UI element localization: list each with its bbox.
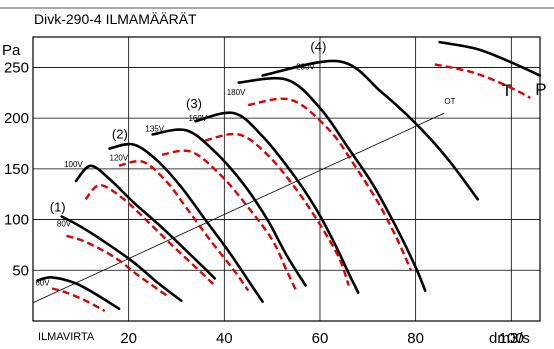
- series-100v-line: [74, 164, 217, 280]
- voltage-label: 100V: [64, 160, 83, 169]
- x-axis-name: ILMAVIRTA: [38, 331, 95, 343]
- series-t-180v-line: [247, 97, 412, 271]
- voltage-label: 80V: [57, 220, 72, 229]
- legend-label-t: T: [502, 81, 512, 100]
- region-number-label: (4): [310, 39, 326, 54]
- series-160v-line: [194, 111, 360, 294]
- region-number-label: (2): [112, 126, 128, 141]
- series-230v-line: [261, 59, 480, 201]
- series-ot-line: [32, 112, 445, 304]
- series-180v-line: [237, 76, 427, 292]
- region-number-label: (3): [186, 96, 202, 111]
- series-t-80v-line: [66, 234, 168, 297]
- voltage-label: 60V: [35, 279, 50, 288]
- curves: [36, 40, 542, 312]
- series-t-120v-line: [118, 159, 250, 292]
- series-legend-p-line: [438, 40, 542, 77]
- legend-label-p: P: [535, 80, 546, 99]
- series-legend-t-line: [434, 63, 531, 99]
- chart-title: Divk-290-4 ILMAMÄÄRÄT: [34, 11, 197, 27]
- x-tick-label: 60: [312, 330, 329, 347]
- voltage-label: 160V: [188, 114, 207, 123]
- y-tick-label: 150: [4, 161, 29, 178]
- voltage-label: 180V: [227, 88, 246, 97]
- x-tick-label: 80: [407, 330, 424, 347]
- series-60v-line: [36, 276, 121, 311]
- voltage-label: OT: [444, 97, 455, 106]
- series-t-60v-line: [51, 287, 106, 312]
- series-80v-line: [60, 215, 183, 302]
- series-135v-line: [151, 128, 307, 287]
- series-t-100v-line: [84, 183, 216, 287]
- x-tick-label: 20: [120, 330, 137, 347]
- tick-labels: 20 40 60 80 100 50 100 150 200 250: [4, 59, 524, 347]
- voltage-label: 135V: [145, 124, 164, 133]
- annotations: 60V (1) 80V 100V (2) 120V 135V (3) 160V 180V (4) 23…: [35, 39, 546, 287]
- plot-frame: [32, 36, 541, 322]
- y-axis-label: Pa: [2, 42, 21, 59]
- series-t-160v-line: [204, 132, 350, 286]
- x-axis-label: dm3/s: [489, 330, 530, 347]
- voltage-label: 120V: [110, 154, 129, 163]
- x-tick-label: 100: [499, 330, 524, 347]
- y-tick-label: 100: [4, 212, 29, 229]
- x-tick-label: 40: [216, 330, 233, 347]
- region-number-label: (1): [50, 199, 66, 214]
- voltage-label: 230V: [296, 62, 315, 71]
- reference-lines: [32, 112, 445, 304]
- y-tick-label: 250: [4, 59, 29, 76]
- y-tick-label: 50: [12, 262, 29, 279]
- series-120v-line: [108, 142, 264, 303]
- y-tick-label: 200: [4, 110, 29, 127]
